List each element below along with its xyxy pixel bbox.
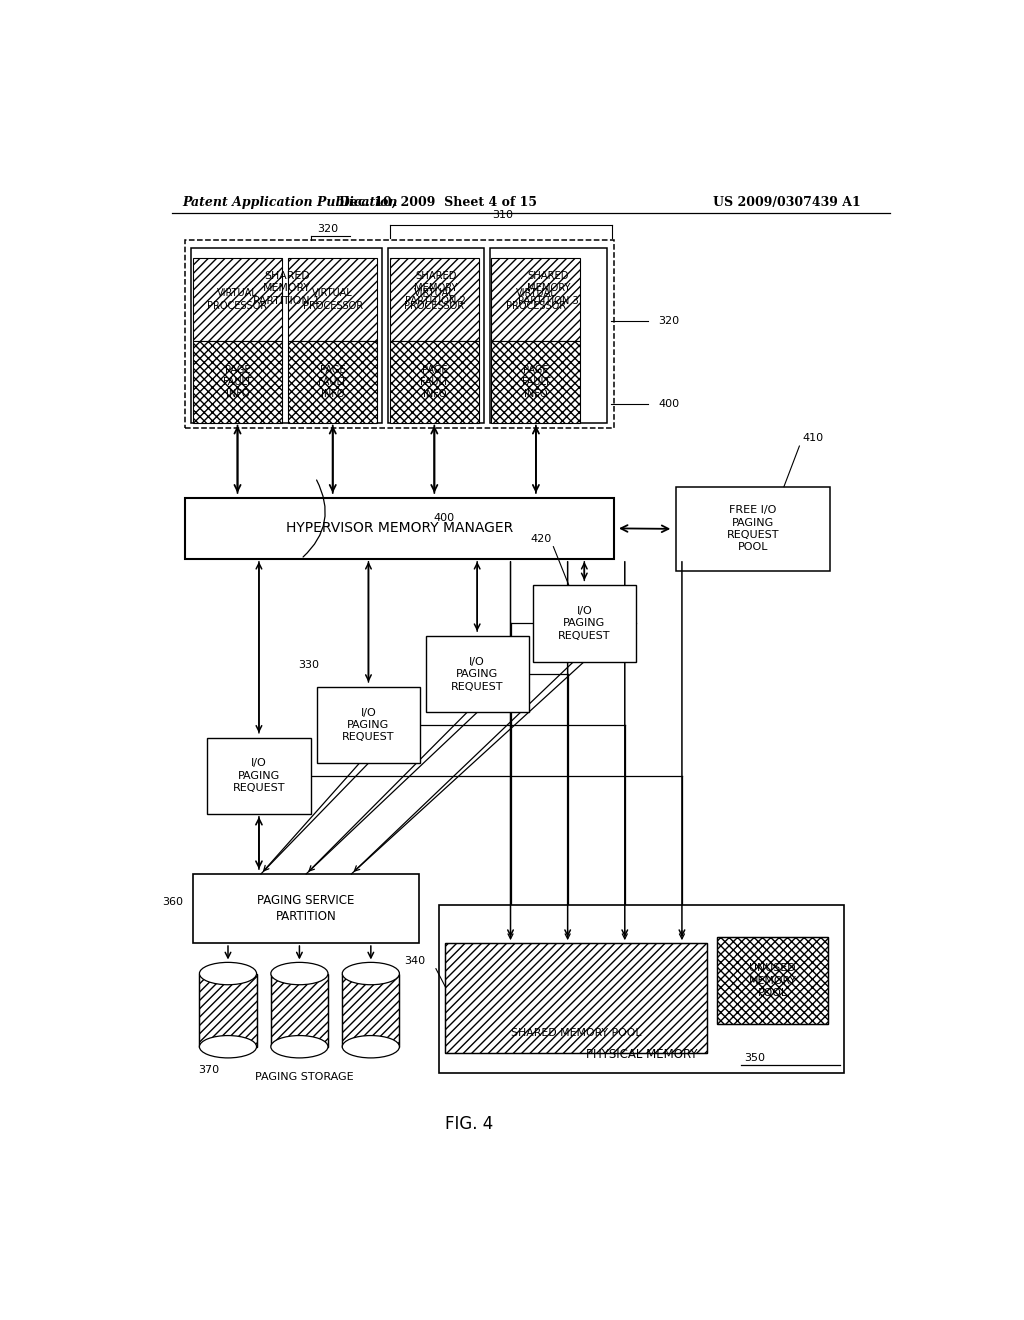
Bar (532, 585, 636, 661)
Text: I/O
PAGING
REQUEST: I/O PAGING REQUEST (232, 759, 286, 793)
Text: 400: 400 (433, 513, 455, 523)
Text: 340: 340 (404, 956, 426, 965)
Text: 320: 320 (658, 315, 679, 326)
Text: I/O
PAGING
REQUEST: I/O PAGING REQUEST (342, 708, 394, 742)
Text: 330: 330 (298, 660, 319, 669)
Bar (270, 974, 328, 1047)
Text: PAGE
FAULT
INFO: PAGE FAULT INFO (223, 364, 252, 400)
Text: 400: 400 (658, 400, 679, 409)
Bar (207, 738, 310, 814)
Text: HYPERVISOR MEMORY MANAGER: HYPERVISOR MEMORY MANAGER (286, 521, 513, 536)
Bar (426, 636, 528, 713)
Bar (289, 257, 377, 342)
Ellipse shape (342, 1036, 399, 1057)
Bar (194, 874, 419, 942)
Text: Dec. 10, 2009  Sheet 4 of 15: Dec. 10, 2009 Sheet 4 of 15 (339, 195, 537, 209)
Bar (316, 686, 420, 763)
Text: I/O
PAGING
REQUEST: I/O PAGING REQUEST (558, 606, 610, 640)
Text: 370: 370 (198, 1065, 219, 1074)
Ellipse shape (270, 962, 328, 985)
Bar (194, 342, 282, 422)
Bar (489, 248, 607, 422)
Text: UNUSED
MEMORY
POOL: UNUSED MEMORY POOL (749, 964, 797, 998)
Ellipse shape (270, 1036, 328, 1057)
Bar (289, 342, 377, 422)
Text: Patent Application Publication: Patent Application Publication (182, 195, 397, 209)
Text: SHARED MEMORY POOL: SHARED MEMORY POOL (511, 1027, 642, 1038)
Text: FREE I/O
PAGING
REQUEST
POOL: FREE I/O PAGING REQUEST POOL (727, 506, 779, 553)
Bar (194, 257, 282, 342)
Bar (439, 906, 844, 1073)
Bar (390, 257, 479, 342)
Bar (717, 937, 828, 1024)
Bar (200, 974, 257, 1047)
Text: PAGE
FAULT
INFO: PAGE FAULT INFO (318, 364, 347, 400)
Bar (445, 942, 708, 1053)
Ellipse shape (200, 962, 257, 985)
Text: PAGING SERVICE
PARTITION: PAGING SERVICE PARTITION (257, 894, 355, 923)
Text: 310: 310 (493, 210, 513, 220)
Ellipse shape (200, 1036, 257, 1057)
Ellipse shape (342, 962, 399, 985)
Bar (388, 248, 483, 422)
Bar (676, 487, 830, 572)
Bar (342, 974, 399, 1047)
Text: 320: 320 (317, 223, 339, 234)
Text: SHARED
MEMORY
PARTITION 1: SHARED MEMORY PARTITION 1 (253, 271, 321, 306)
Text: VIRTUAL
PROCESSOR: VIRTUAL PROCESSOR (303, 289, 362, 312)
Bar (185, 498, 613, 558)
Bar (185, 240, 613, 428)
Bar (270, 974, 328, 1047)
Text: PAGE
FAULT
INFO: PAGE FAULT INFO (420, 364, 449, 400)
Text: 360: 360 (163, 896, 183, 907)
Text: PAGE
FAULT
INFO: PAGE FAULT INFO (521, 364, 550, 400)
Text: I/O
PAGING
REQUEST: I/O PAGING REQUEST (451, 657, 504, 692)
Bar (492, 342, 581, 422)
Text: VIRTUAL
PROCESSOR: VIRTUAL PROCESSOR (208, 289, 267, 312)
Bar (200, 974, 257, 1047)
Bar (492, 257, 581, 342)
Text: PAGING STORAGE: PAGING STORAGE (255, 1072, 353, 1082)
Text: SHARED
MEMORY
PARTITION 3: SHARED MEMORY PARTITION 3 (518, 271, 579, 306)
Text: 420: 420 (530, 533, 552, 544)
Text: 410: 410 (803, 433, 823, 444)
Bar (342, 974, 399, 1047)
Text: 350: 350 (744, 1053, 766, 1063)
Bar (191, 248, 382, 422)
Text: VIRTUAL
PROCESSOR: VIRTUAL PROCESSOR (404, 289, 465, 312)
Text: PHYSICAL MEMORY: PHYSICAL MEMORY (586, 1048, 697, 1061)
Bar (717, 937, 828, 1024)
Bar (445, 942, 708, 1053)
Bar (390, 342, 479, 422)
Text: SHARED
MEMORY
PARTITION 2: SHARED MEMORY PARTITION 2 (406, 271, 466, 306)
Text: US 2009/0307439 A1: US 2009/0307439 A1 (713, 195, 860, 209)
Text: FIG. 4: FIG. 4 (445, 1115, 494, 1133)
Text: VIRTUAL
PROCESSOR: VIRTUAL PROCESSOR (506, 289, 566, 312)
